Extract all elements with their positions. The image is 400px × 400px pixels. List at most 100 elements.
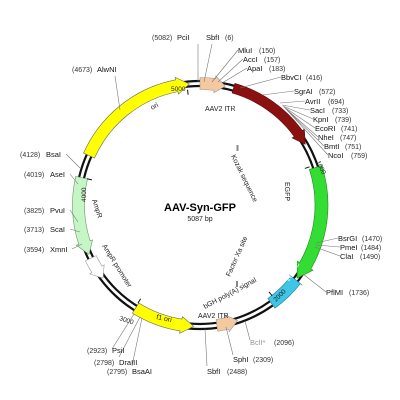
- factor-xa-label: Factor Xa site: [225, 235, 249, 277]
- site-xmnI-pos: (3594): [24, 247, 44, 254]
- site-scaI-name: ScaI: [50, 225, 65, 234]
- bgh-label: bGH poly(A) signal: [203, 277, 259, 311]
- site-bsaAI-pos: (2795): [107, 369, 127, 376]
- site-leader-line: [284, 107, 319, 138]
- site-leader-line: [118, 316, 141, 358]
- kozak-label: Kozak sequence: [229, 154, 258, 204]
- site-leader-line: [217, 58, 244, 83]
- plasmid-name: AAV-Syn-GFP: [164, 202, 236, 214]
- hsyn-promoter-feature: [231, 83, 306, 145]
- site-bclI-pos: (2096): [274, 340, 294, 347]
- site-ncoI-name: NcoI: [328, 151, 343, 160]
- site-claI-pos: (1490): [360, 254, 380, 261]
- site-leader-line: [204, 328, 208, 367]
- site-sphI-name: SphI: [233, 355, 248, 364]
- site-apaI-pos: (183): [269, 66, 285, 73]
- site-leader-line: [286, 109, 329, 156]
- site-bsaI-pos: (4128): [20, 152, 40, 159]
- ampr-label: AmpR: [90, 198, 103, 219]
- site-bmtI-pos: (751): [345, 144, 361, 151]
- site-xmnI-name: XmnI: [50, 245, 68, 254]
- egfp-label: EGFP: [283, 182, 290, 201]
- site-psiI-pos: (2923): [87, 348, 107, 355]
- aav2-itr-right-feature: [215, 314, 239, 333]
- site-leader-lines: [65, 43, 341, 367]
- tick-label-5000: 5000: [171, 86, 186, 93]
- site-leader-line: [314, 246, 341, 257]
- site-pmeI-pos: (1484): [361, 245, 381, 252]
- site-ecoRI-pos: (741): [341, 126, 357, 133]
- site-avrII-pos: (694): [328, 99, 344, 106]
- site-leader-line: [69, 173, 79, 185]
- site-sacI-name: SacI: [310, 106, 325, 115]
- site-bbvCI-name: BbvCI: [281, 73, 301, 82]
- site-bsrGI-name: BsrGI: [338, 234, 357, 243]
- site-bsaI-name: BsaI: [46, 150, 61, 159]
- site-leader-line: [281, 104, 311, 111]
- site-leader-line: [283, 106, 316, 129]
- site-sbfI-name: SbfI: [206, 33, 219, 42]
- site-aseI-name: AseI: [50, 170, 65, 179]
- site-sgrAI-pos: (572): [319, 89, 335, 96]
- site-pflMI-name: PflMI: [326, 288, 343, 297]
- site-leader-line: [114, 75, 121, 111]
- site-apaI-name: ApaI: [247, 64, 262, 73]
- site-sphI-pos: (2309): [253, 357, 273, 364]
- site-pflMI-pos: (1736): [349, 290, 369, 297]
- site-sbfI-pos: (6): [225, 35, 234, 42]
- site-scaI-pos: (3713): [24, 227, 44, 234]
- site-leader-line: [239, 76, 282, 89]
- kozak-marker: [236, 145, 239, 151]
- site-bsrGI-pos: (1470): [362, 236, 382, 243]
- site-leader-line: [71, 243, 83, 250]
- site-alwNI-pos: (4673): [72, 67, 92, 74]
- site-leader-line: [221, 67, 248, 84]
- site-leader-line: [203, 43, 213, 83]
- site-leader-line: [69, 209, 79, 223]
- site-accI-pos: (157): [264, 57, 280, 64]
- site-draIII-pos: (2798): [94, 360, 114, 367]
- factor-xa-marker: [236, 281, 238, 287]
- site-leader-line: [315, 244, 341, 248]
- plasmid-length: 5087 bp: [187, 216, 212, 223]
- site-leader-line: [244, 320, 251, 341]
- site-pmeI-name: PmeI: [340, 243, 358, 252]
- site-psiI-name: PsiI: [112, 346, 125, 355]
- egfp-feature: [296, 165, 329, 279]
- site-leader-line: [131, 317, 143, 367]
- site-leader-line: [225, 326, 234, 356]
- site-alwNI-name: AlwNI: [97, 65, 117, 74]
- f1-ori-feature: [132, 302, 195, 334]
- site-accI-name: AccI: [243, 55, 258, 64]
- ampr-promoter-feature: [85, 255, 105, 279]
- site-bclI-name: BclI*: [250, 338, 266, 347]
- tick-mark-5: [187, 89, 189, 95]
- site-aseI-pos: (4019): [24, 172, 44, 179]
- aav2-itr-left-feature: [199, 75, 226, 94]
- site-leader-line: [261, 90, 295, 96]
- site-ecoRI-name: EcoRI: [315, 124, 335, 133]
- site-sbfI2-name: SbfI: [207, 367, 220, 376]
- site-bsaAI-name: BsaAI: [132, 367, 152, 376]
- site-leader-line: [111, 313, 135, 350]
- site-nheI-name: NheI: [318, 133, 334, 142]
- site-mluI-pos: (150): [259, 48, 275, 55]
- ampr-promoter-label: AmpR promoter: [100, 243, 132, 289]
- f1-label: f1 ori: [156, 314, 173, 324]
- site-sacI-pos: (733): [332, 108, 348, 115]
- site-leader-line: [282, 105, 314, 120]
- site-leader-line: [302, 273, 327, 293]
- site-leader-line: [69, 228, 81, 233]
- site-kpnI-name: KpnI: [313, 115, 328, 124]
- site-leader-line: [285, 108, 325, 147]
- site-kpnI-pos: (739): [335, 117, 351, 124]
- site-claI-name: ClaI: [340, 252, 353, 261]
- tick-label-4000: 4000: [81, 187, 88, 202]
- site-bbvCI-pos: (416): [306, 75, 322, 82]
- site-leader-line: [315, 237, 339, 244]
- itr-right-label: AAV2 ITR: [198, 313, 229, 320]
- site-pciI-name: PciI: [177, 33, 190, 42]
- itr-left-label: AAV2 ITR: [205, 106, 236, 113]
